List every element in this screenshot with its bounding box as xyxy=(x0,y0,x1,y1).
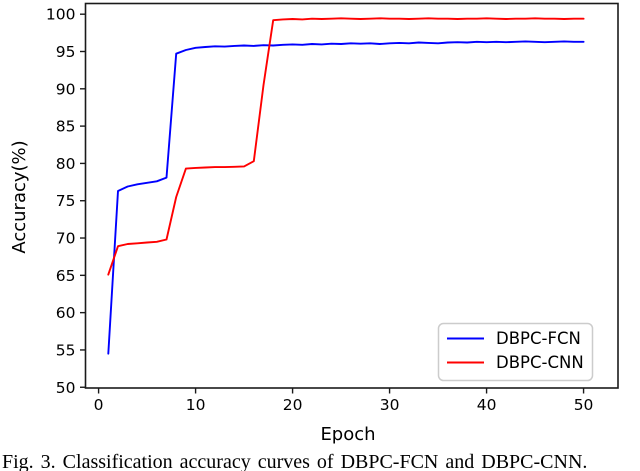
line-dbpc-cnn xyxy=(107,17,585,276)
y-tick-label: 100 xyxy=(46,6,76,24)
line-dbpc-fcn xyxy=(107,40,585,355)
x-tick-label: 10 xyxy=(186,396,206,414)
y-axis: 50 55 60 65 70 75 80 85 90 95 100 xyxy=(46,6,86,397)
figure: 0 10 20 30 40 50 50 55 60 65 70 75 80 85 90 95 100 Epoc… xyxy=(2,2,619,471)
y-axis-label: Accuracy(%) xyxy=(9,140,30,253)
y-tick-label: 95 xyxy=(56,43,76,61)
y-tick-label: 65 xyxy=(56,267,76,285)
y-tick-label: 70 xyxy=(56,230,76,248)
y-tick-label: 90 xyxy=(56,80,76,98)
x-tick-label: 20 xyxy=(283,396,303,414)
y-tick-label: 50 xyxy=(56,379,76,397)
x-tick-label: 30 xyxy=(380,396,400,414)
legend-label-dbpc-cnn: DBPC-CNN xyxy=(496,353,584,372)
y-tick-label: 60 xyxy=(56,304,76,322)
series-lines xyxy=(107,17,585,355)
legend-label-dbpc-fcn: DBPC-FCN xyxy=(496,329,581,348)
y-tick-label: 55 xyxy=(56,341,76,359)
x-axis-label: Epoch xyxy=(320,424,375,445)
x-axis: 0 10 20 30 40 50 xyxy=(94,388,594,414)
y-tick-label: 85 xyxy=(56,118,76,136)
y-tick-label: 80 xyxy=(56,155,76,173)
y-tick-label: 75 xyxy=(56,192,76,210)
x-tick-label: 50 xyxy=(574,396,594,414)
figure-caption: Fig. 3. Classification accuracy curves o… xyxy=(2,451,588,471)
plot-border xyxy=(84,2,619,389)
accuracy-chart: 0 10 20 30 40 50 50 55 60 65 70 75 80 85 90 95 100 Epoc… xyxy=(9,2,619,445)
x-tick-label: 0 xyxy=(94,396,104,414)
x-tick-label: 40 xyxy=(477,396,497,414)
legend: DBPC-FCN DBPC-CNN xyxy=(437,322,594,382)
